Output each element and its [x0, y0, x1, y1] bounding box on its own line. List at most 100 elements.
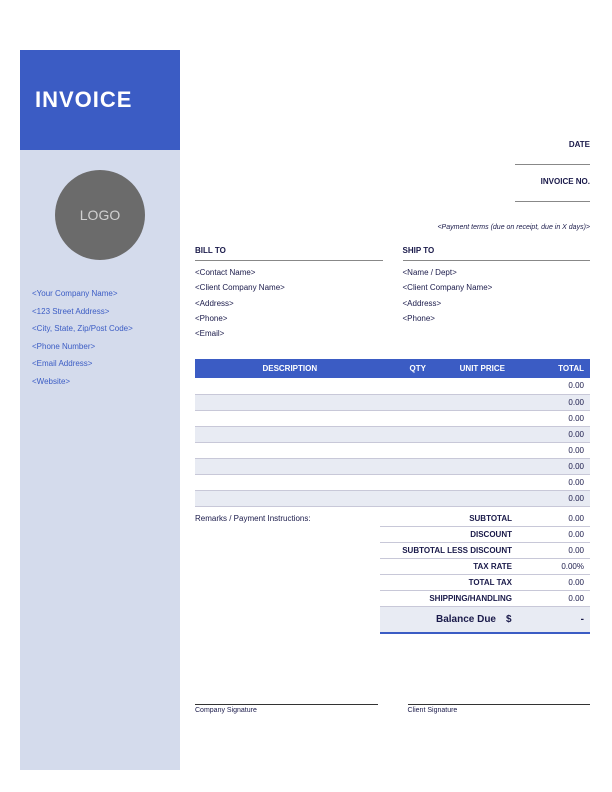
table-row: 0.00 [195, 426, 590, 442]
date-label: DATE [569, 140, 590, 149]
bill-to-contact: <Contact Name> [195, 265, 383, 280]
signatures: Company Signature Client Signature [195, 704, 590, 714]
table-row: 0.00 [195, 490, 590, 506]
subtotal-row: SUBTOTAL 0.00 [380, 511, 590, 527]
main-content: DATE INVOICE NO. <Payment terms (due on … [195, 50, 590, 714]
subtotal-value: 0.00 [524, 514, 584, 523]
invoice-no-field[interactable] [515, 190, 590, 202]
discount-row: DISCOUNT 0.00 [380, 527, 590, 543]
col-description: DESCRIPTION [195, 359, 385, 378]
ship-to-section: SHIP TO <Name / Dept> <Client Company Na… [403, 243, 591, 341]
cell-total[interactable]: 0.00 [511, 426, 590, 442]
company-address: <123 Street Address> [32, 303, 180, 321]
logo-text: LOGO [80, 207, 120, 223]
company-city: <City, State, Zip/Post Code> [32, 320, 180, 338]
cell-unit[interactable] [432, 410, 511, 426]
cell-unit[interactable] [432, 458, 511, 474]
company-phone: <Phone Number> [32, 338, 180, 356]
balance-currency: $ [506, 614, 524, 625]
invoice-title: INVOICE [35, 87, 132, 113]
table-row: 0.00 [195, 394, 590, 410]
cell-total[interactable]: 0.00 [511, 474, 590, 490]
ship-to-address: <Address> [403, 296, 591, 311]
cell-total[interactable]: 0.00 [511, 458, 590, 474]
client-signature: Client Signature [408, 704, 591, 714]
cell-total[interactable]: 0.00 [511, 442, 590, 458]
invoice-header: INVOICE [20, 50, 180, 150]
cell-unit[interactable] [432, 394, 511, 410]
cell-desc[interactable] [195, 394, 385, 410]
cell-desc[interactable] [195, 410, 385, 426]
summary-section: Remarks / Payment Instructions: SUBTOTAL… [195, 511, 590, 634]
total-tax-value: 0.00 [524, 578, 584, 587]
bill-to-email: <Email> [195, 326, 383, 341]
cell-qty[interactable] [385, 378, 432, 394]
table-row: 0.00 [195, 458, 590, 474]
date-field[interactable] [515, 153, 590, 165]
bill-to-phone: <Phone> [195, 311, 383, 326]
payment-terms: <Payment terms (due on receipt, due in X… [195, 224, 590, 231]
shipping-value: 0.00 [524, 594, 584, 603]
subtotal-less-value: 0.00 [524, 546, 584, 555]
cell-qty[interactable] [385, 426, 432, 442]
invoice-meta: DATE INVOICE NO. [195, 140, 590, 204]
addresses: BILL TO <Contact Name> <Client Company N… [195, 243, 590, 341]
col-total: TOTAL [511, 359, 590, 378]
balance-row: Balance Due $ - [380, 607, 590, 634]
col-qty: QTY [385, 359, 432, 378]
subtotal-label: SUBTOTAL [386, 514, 524, 523]
table-row: 0.00 [195, 442, 590, 458]
cell-unit[interactable] [432, 378, 511, 394]
tax-rate-value: 0.00% [524, 562, 584, 571]
cell-qty[interactable] [385, 474, 432, 490]
cell-unit[interactable] [432, 442, 511, 458]
table-row: 0.00 [195, 410, 590, 426]
cell-total[interactable]: 0.00 [511, 378, 590, 394]
total-tax-label: TOTAL TAX [386, 578, 524, 587]
cell-desc[interactable] [195, 442, 385, 458]
discount-label: DISCOUNT [386, 530, 524, 539]
cell-total[interactable]: 0.00 [511, 410, 590, 426]
col-unit-price: UNIT PRICE [432, 359, 511, 378]
cell-total[interactable]: 0.00 [511, 394, 590, 410]
cell-desc[interactable] [195, 458, 385, 474]
items-table: DESCRIPTION QTY UNIT PRICE TOTAL 0.000.0… [195, 359, 590, 507]
ship-to-heading: SHIP TO [403, 243, 591, 261]
ship-to-company: <Client Company Name> [403, 280, 591, 295]
total-tax-row: TOTAL TAX 0.00 [380, 575, 590, 591]
cell-desc[interactable] [195, 490, 385, 506]
tax-rate-label: TAX RATE [386, 562, 524, 571]
discount-value: 0.00 [524, 530, 584, 539]
cell-desc[interactable] [195, 378, 385, 394]
cell-qty[interactable] [385, 458, 432, 474]
company-name: <Your Company Name> [32, 285, 180, 303]
table-row: 0.00 [195, 474, 590, 490]
company-email: <Email Address> [32, 355, 180, 373]
balance-value: - [524, 614, 584, 625]
cell-unit[interactable] [432, 490, 511, 506]
company-info: <Your Company Name> <123 Street Address>… [20, 285, 180, 391]
cell-qty[interactable] [385, 394, 432, 410]
subtotal-less-row: SUBTOTAL LESS DISCOUNT 0.00 [380, 543, 590, 559]
cell-qty[interactable] [385, 410, 432, 426]
subtotal-less-label: SUBTOTAL LESS DISCOUNT [386, 546, 524, 555]
bill-to-section: BILL TO <Contact Name> <Client Company N… [195, 243, 383, 341]
ship-to-phone: <Phone> [403, 311, 591, 326]
cell-qty[interactable] [385, 442, 432, 458]
invoice-no-label: INVOICE NO. [541, 177, 590, 186]
cell-desc[interactable] [195, 474, 385, 490]
tax-rate-row: TAX RATE 0.00% [380, 559, 590, 575]
cell-unit[interactable] [432, 474, 511, 490]
cell-desc[interactable] [195, 426, 385, 442]
bill-to-address: <Address> [195, 296, 383, 311]
ship-to-name: <Name / Dept> [403, 265, 591, 280]
cell-total[interactable]: 0.00 [511, 490, 590, 506]
bill-to-heading: BILL TO [195, 243, 383, 261]
cell-unit[interactable] [432, 426, 511, 442]
shipping-label: SHIPPING/HANDLING [386, 594, 524, 603]
table-row: 0.00 [195, 378, 590, 394]
company-website: <Website> [32, 373, 180, 391]
sidebar: INVOICE LOGO <Your Company Name> <123 St… [20, 50, 180, 770]
cell-qty[interactable] [385, 490, 432, 506]
remarks-label: Remarks / Payment Instructions: [195, 511, 380, 634]
